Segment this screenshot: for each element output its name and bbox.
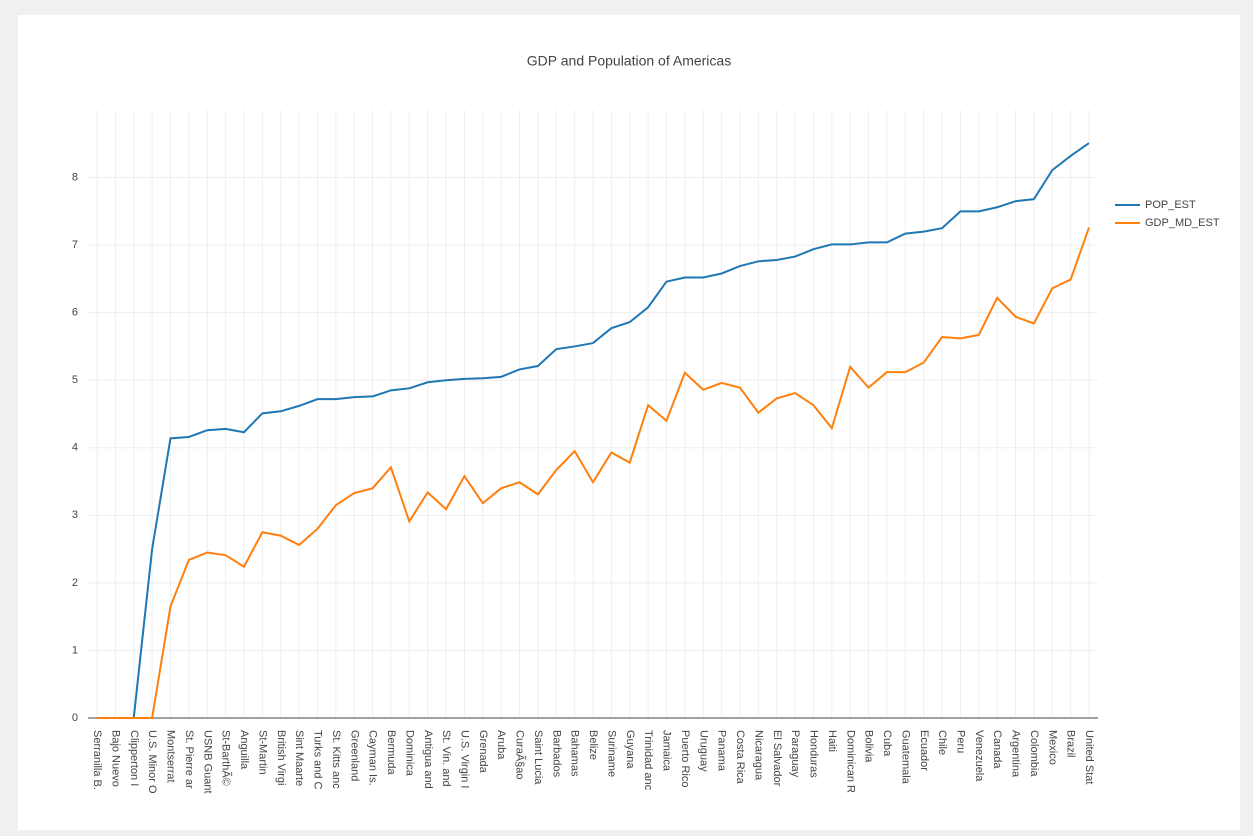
x-tick-label: Canada: [991, 730, 1003, 769]
x-tick-label: Bolivia: [863, 730, 875, 763]
y-tick-label: 5: [72, 374, 78, 386]
x-tick-label: USNB Guant: [201, 730, 213, 794]
y-tick-label: 0: [72, 712, 78, 724]
x-tick-label: Dominican R: [844, 730, 856, 793]
x-tick-label: Haiti: [826, 730, 838, 752]
legend-label: GDP_MD_EST: [1145, 217, 1220, 229]
panel: [18, 15, 1240, 830]
x-tick-label: CuraÃ§ao: [514, 730, 527, 780]
x-tick-label: St. Kitts anc: [330, 730, 342, 789]
chart-title: GDP and Population of Americas: [527, 53, 731, 69]
x-tick-label: Dominica: [403, 730, 415, 777]
x-tick-label: Suriname: [605, 730, 617, 777]
x-tick-label: Grenada: [477, 730, 489, 774]
x-tick-label: U.S. Virgin I: [459, 730, 471, 789]
x-tick-label: Paraguay: [789, 730, 801, 778]
x-tick-label: Panama: [716, 730, 728, 772]
y-tick-label: 3: [72, 509, 78, 521]
line: [97, 142, 1090, 719]
x-tick-label: Jamaica: [661, 730, 673, 772]
x-tick-label: Serranilla B.: [91, 730, 103, 790]
x-tick-label: Nicaragua: [752, 730, 764, 781]
x-tick-label: Cayman Is.: [367, 730, 379, 786]
x-tick-label: Peru: [955, 730, 967, 753]
x-tick-label: Montserrat: [165, 730, 177, 783]
x-tick-label: Venezuela: [973, 730, 985, 782]
line: [97, 227, 1090, 719]
x-tick-label: Ecuador: [918, 730, 930, 771]
x-tick-label: St-BarthÃ©: [220, 730, 233, 786]
x-tick-label: Antigua and: [422, 730, 434, 789]
x-tick-label: Honduras: [808, 730, 820, 778]
x-tick-label: Saint Lucia: [532, 730, 544, 785]
x-tick-label: Barbados: [550, 730, 562, 778]
x-tick-label: Greenland: [348, 730, 360, 781]
x-tick-label: Chile: [936, 730, 948, 755]
x-tick-label: Brazil: [1065, 730, 1077, 758]
x-tick-label: Turks and C: [312, 730, 324, 790]
x-tick-label: Aruba: [495, 730, 507, 760]
x-tick-label: Argentina: [1010, 730, 1022, 778]
x-tick-label: St. Pierre ar: [183, 730, 195, 789]
legend-label: POP_EST: [1145, 199, 1196, 211]
y-tick-label: 6: [72, 307, 78, 319]
y-tick-label: 2: [72, 577, 78, 589]
x-tick-label: Bajo Nuevo: [109, 730, 121, 787]
x-tick-label: Puerto Rico: [679, 730, 691, 787]
y-tick-label: 7: [72, 239, 78, 251]
x-tick-label: U.S. Minor O: [146, 730, 158, 794]
x-tick-label: Uruguay: [697, 730, 709, 772]
y-tick-label: 4: [72, 442, 78, 454]
x-tick-label: Sint Maarte: [293, 730, 305, 786]
x-tick-label: Colombia: [1028, 730, 1040, 777]
x-tick-label: United Stat: [1083, 730, 1095, 784]
x-tick-label: St. Vin. and: [440, 730, 452, 787]
x-tick-label: Guatemala: [899, 730, 911, 785]
x-tick-label: British Virgi: [275, 730, 287, 785]
x-tick-label: Guyana: [624, 730, 636, 769]
y-tick-label: 1: [72, 644, 78, 656]
x-tick-label: Bermuda: [385, 730, 397, 776]
x-tick-label: St-Martin: [256, 730, 268, 775]
x-tick-label: Mexico: [1046, 730, 1058, 765]
x-tick-label: Costa Rica: [734, 730, 746, 785]
x-tick-label: Belize: [587, 730, 599, 760]
x-tick-label: Anguilla: [238, 730, 250, 770]
x-tick-label: Trinidad anc: [642, 730, 654, 791]
x-tick-label: Clipperton I: [128, 730, 140, 786]
x-tick-label: Bahamas: [569, 730, 581, 777]
y-tick-label: 8: [72, 171, 78, 183]
x-tick-label: El Salvador: [771, 730, 783, 787]
x-tick-label: Cuba: [881, 730, 893, 757]
